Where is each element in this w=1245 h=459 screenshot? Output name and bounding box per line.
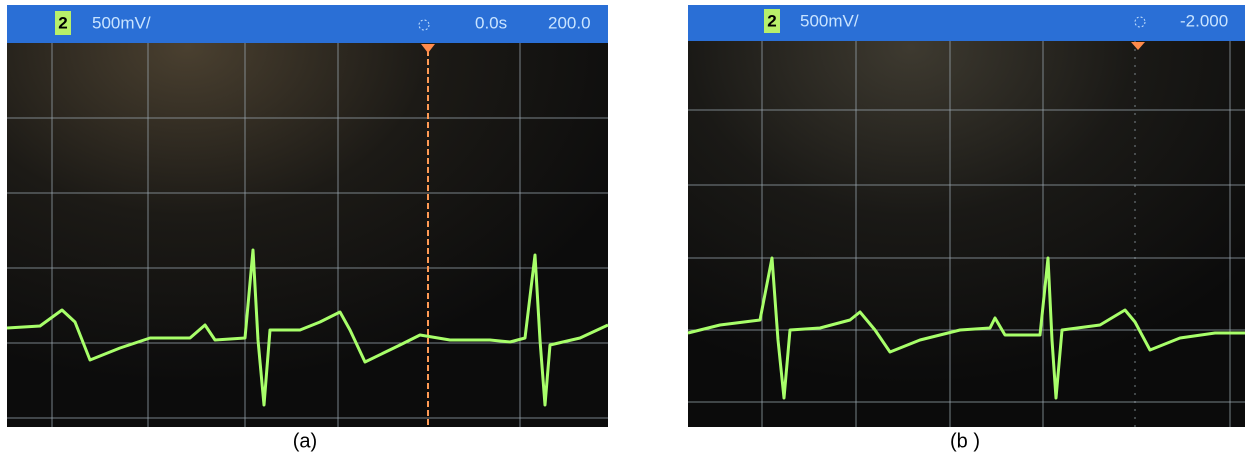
volts-per-div: 500mV/: [92, 13, 151, 32]
run-icon: [418, 19, 430, 31]
caption: (b ): [950, 430, 980, 452]
time-offset: 0.0s: [475, 13, 507, 32]
panel-b: 2 500mV/ -2.000 (b ): [687, 5, 1245, 452]
screen: [688, 5, 1245, 427]
waveform: [6, 248, 609, 407]
trigger-marker: [421, 44, 435, 53]
channel-badge: [55, 11, 71, 35]
volts-per-div: 500mV/: [800, 11, 859, 30]
channel-badge: [764, 9, 780, 33]
run-icon: [1134, 16, 1146, 28]
trigger-marker: [1131, 42, 1145, 50]
channel: 2: [58, 13, 67, 32]
status-bar: [7, 5, 608, 43]
time-per-div: -2.000: [1180, 11, 1228, 30]
grid: [688, 41, 1245, 427]
caption: (a): [293, 430, 317, 452]
channel: 2: [767, 11, 776, 30]
waveform: [687, 256, 1245, 400]
screen: [7, 5, 608, 427]
status-bar: [688, 5, 1245, 41]
panel-a: 2 500mV/ 0.0s 200.0 (a): [6, 5, 609, 452]
time-per-div: 200.0: [548, 13, 591, 32]
